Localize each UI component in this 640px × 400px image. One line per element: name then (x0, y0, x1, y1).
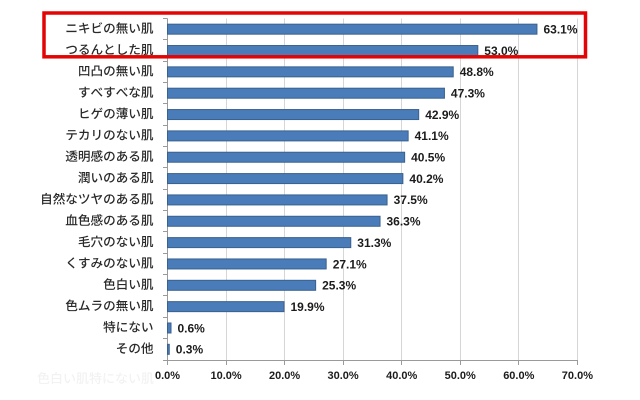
svg-text:31.3%: 31.3% (357, 236, 391, 250)
svg-text:40.2%: 40.2% (409, 172, 443, 186)
svg-text:48.8%: 48.8% (460, 65, 494, 79)
svg-text:70.0%: 70.0% (562, 370, 593, 382)
svg-text:53.0%: 53.0% (484, 44, 518, 58)
svg-text:50.0%: 50.0% (445, 370, 476, 382)
svg-text:41.1%: 41.1% (415, 129, 449, 143)
svg-text:40.0%: 40.0% (386, 370, 417, 382)
svg-text:63.1%: 63.1% (544, 22, 578, 36)
svg-text:30.0%: 30.0% (327, 370, 358, 382)
svg-text:42.9%: 42.9% (425, 108, 459, 122)
svg-text:19.9%: 19.9% (291, 300, 325, 314)
svg-text:47.3%: 47.3% (451, 87, 485, 101)
svg-text:25.3%: 25.3% (322, 279, 356, 293)
svg-text:0.0%: 0.0% (155, 370, 180, 382)
svg-text:40.5%: 40.5% (411, 151, 445, 165)
svg-text:0.6%: 0.6% (178, 321, 206, 335)
svg-text:0.3%: 0.3% (176, 343, 204, 357)
svg-text:10.0%: 10.0% (210, 370, 241, 382)
svg-text:27.1%: 27.1% (333, 257, 367, 271)
svg-text:20.0%: 20.0% (269, 370, 300, 382)
svg-text:37.5%: 37.5% (394, 193, 428, 207)
svg-text:36.3%: 36.3% (387, 215, 421, 229)
svg-text:60.0%: 60.0% (503, 370, 534, 382)
